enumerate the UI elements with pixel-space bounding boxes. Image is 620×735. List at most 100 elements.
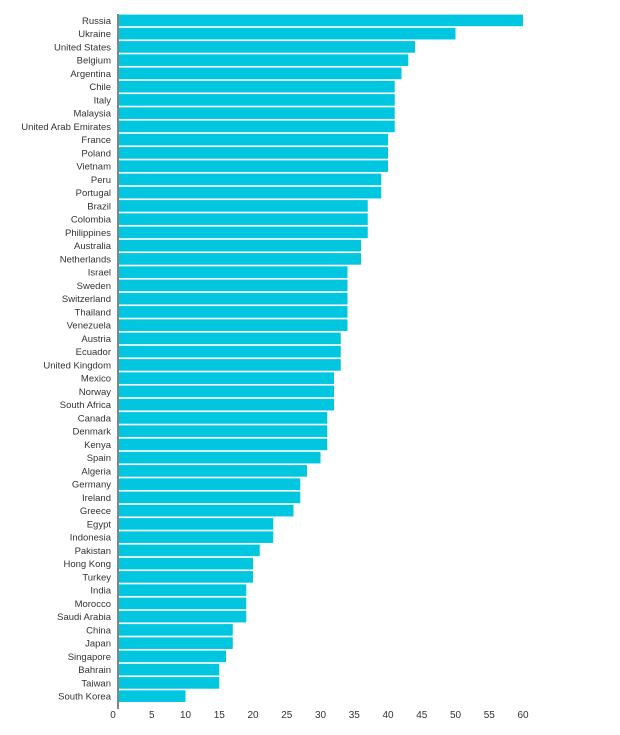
x-tick-label: 0: [110, 710, 116, 721]
category-label: Bahrain: [78, 665, 111, 676]
category-label: Australia: [74, 241, 112, 252]
category-label: Brazil: [87, 201, 111, 212]
bar-france: [119, 133, 388, 146]
x-tick-label: 50: [450, 710, 462, 721]
bar-indonesia: [119, 531, 274, 543]
bar-china: [119, 624, 233, 636]
bar-peru: [119, 173, 382, 186]
bar-belgium: [119, 54, 409, 66]
category-label: Ecuador: [76, 347, 111, 358]
category-label: Austria: [81, 334, 111, 345]
category-label: Switzerland: [62, 294, 111, 305]
x-tick-label: 40: [382, 710, 394, 721]
category-label: United Kingdom: [43, 360, 111, 371]
bar-colombia: [119, 213, 368, 225]
category-label: Sweden: [77, 281, 111, 292]
category-label: Venezuela: [67, 321, 112, 332]
x-tick-label: 25: [281, 710, 293, 721]
bar-kenya: [119, 438, 328, 451]
bar-australia: [119, 239, 361, 252]
bar-taiwan: [119, 677, 220, 689]
category-label: Indonesia: [70, 533, 112, 544]
category-label: Thailand: [75, 307, 111, 318]
category-label: South Africa: [60, 400, 112, 411]
bar-hong-kong: [119, 557, 253, 570]
bar-brazil: [119, 200, 368, 212]
category-label: Poland: [81, 148, 111, 159]
bar-south-korea: [119, 690, 186, 702]
category-label: Hong Kong: [63, 559, 111, 570]
category-label: Argentina: [70, 69, 111, 80]
category-label: Greece: [80, 506, 111, 517]
category-labels: Russia Ukraine United States Belgium Argenti…: [21, 16, 111, 703]
category-label: Vietnam: [76, 162, 111, 173]
bar-switzerland: [119, 292, 348, 305]
bar-ireland: [119, 491, 301, 504]
bar-united-states: [119, 41, 415, 53]
bar-argentina: [119, 67, 402, 80]
category-label: Netherlands: [60, 254, 111, 265]
bar-israel: [119, 266, 348, 278]
category-label: South Korea: [58, 692, 112, 703]
bar-portugal: [119, 186, 382, 199]
category-label: Colombia: [71, 215, 112, 226]
category-label: Germany: [72, 480, 111, 491]
bar-bahrain: [119, 663, 220, 676]
x-tick-label: 10: [180, 710, 192, 721]
category-label: India: [90, 586, 111, 597]
category-label: United States: [54, 42, 111, 53]
category-label: Kenya: [84, 440, 112, 451]
bar-united-kingdom: [119, 359, 341, 371]
category-label: Turkey: [82, 572, 111, 583]
bar-algeria: [119, 465, 307, 477]
bar-egypt: [119, 518, 274, 530]
bar-philippines: [119, 226, 368, 239]
category-label: France: [81, 135, 111, 146]
category-label: Saudi Arabia: [57, 612, 112, 623]
bar-ukraine: [119, 27, 456, 40]
bar-chile: [119, 80, 395, 93]
bar-morocco: [119, 597, 247, 610]
category-label: Philippines: [65, 228, 111, 239]
x-tick-label: 45: [416, 710, 428, 721]
category-label: Morocco: [75, 599, 111, 610]
category-label: Japan: [85, 639, 111, 650]
category-label: Belgium: [77, 56, 111, 67]
category-label: Singapore: [68, 652, 111, 663]
bar-poland: [119, 147, 388, 159]
category-label: Portugal: [76, 188, 111, 199]
category-label: Egypt: [87, 519, 112, 530]
x-axis-ticks: 0 5 10 15 20 25 30 35 40 45 50 55 60: [110, 710, 529, 721]
category-label: Peru: [91, 175, 111, 186]
category-label: Italy: [94, 95, 112, 106]
x-tick-label: 20: [247, 710, 259, 721]
bar-thailand: [119, 306, 348, 318]
category-label: Pakistan: [75, 546, 111, 557]
category-label: Norway: [79, 387, 111, 398]
bar-ecuador: [119, 345, 341, 358]
category-label: China: [86, 625, 112, 636]
bar-saudi-arabia: [119, 610, 247, 623]
x-tick-label: 15: [214, 710, 226, 721]
bar-russia: [119, 14, 523, 27]
x-tick-label: 5: [149, 710, 155, 721]
bar-japan: [119, 637, 233, 649]
bar-singapore: [119, 650, 226, 663]
bar-pakistan: [119, 544, 260, 557]
bar-malaysia: [119, 107, 395, 119]
category-label: Malaysia: [74, 109, 112, 120]
bar-sweden: [119, 279, 348, 292]
category-label: Taiwan: [81, 678, 111, 689]
x-tick-label: 60: [517, 710, 529, 721]
category-label: Ireland: [82, 493, 111, 504]
bar-canada: [119, 412, 328, 424]
category-label: Denmark: [72, 427, 111, 438]
bar-venezuela: [119, 319, 348, 331]
bar-italy: [119, 94, 395, 106]
category-label: United Arab Emirates: [21, 122, 111, 133]
category-label: Chile: [89, 82, 111, 93]
x-tick-label: 55: [484, 710, 496, 721]
category-label: Mexico: [81, 374, 111, 385]
bar-turkey: [119, 571, 253, 583]
